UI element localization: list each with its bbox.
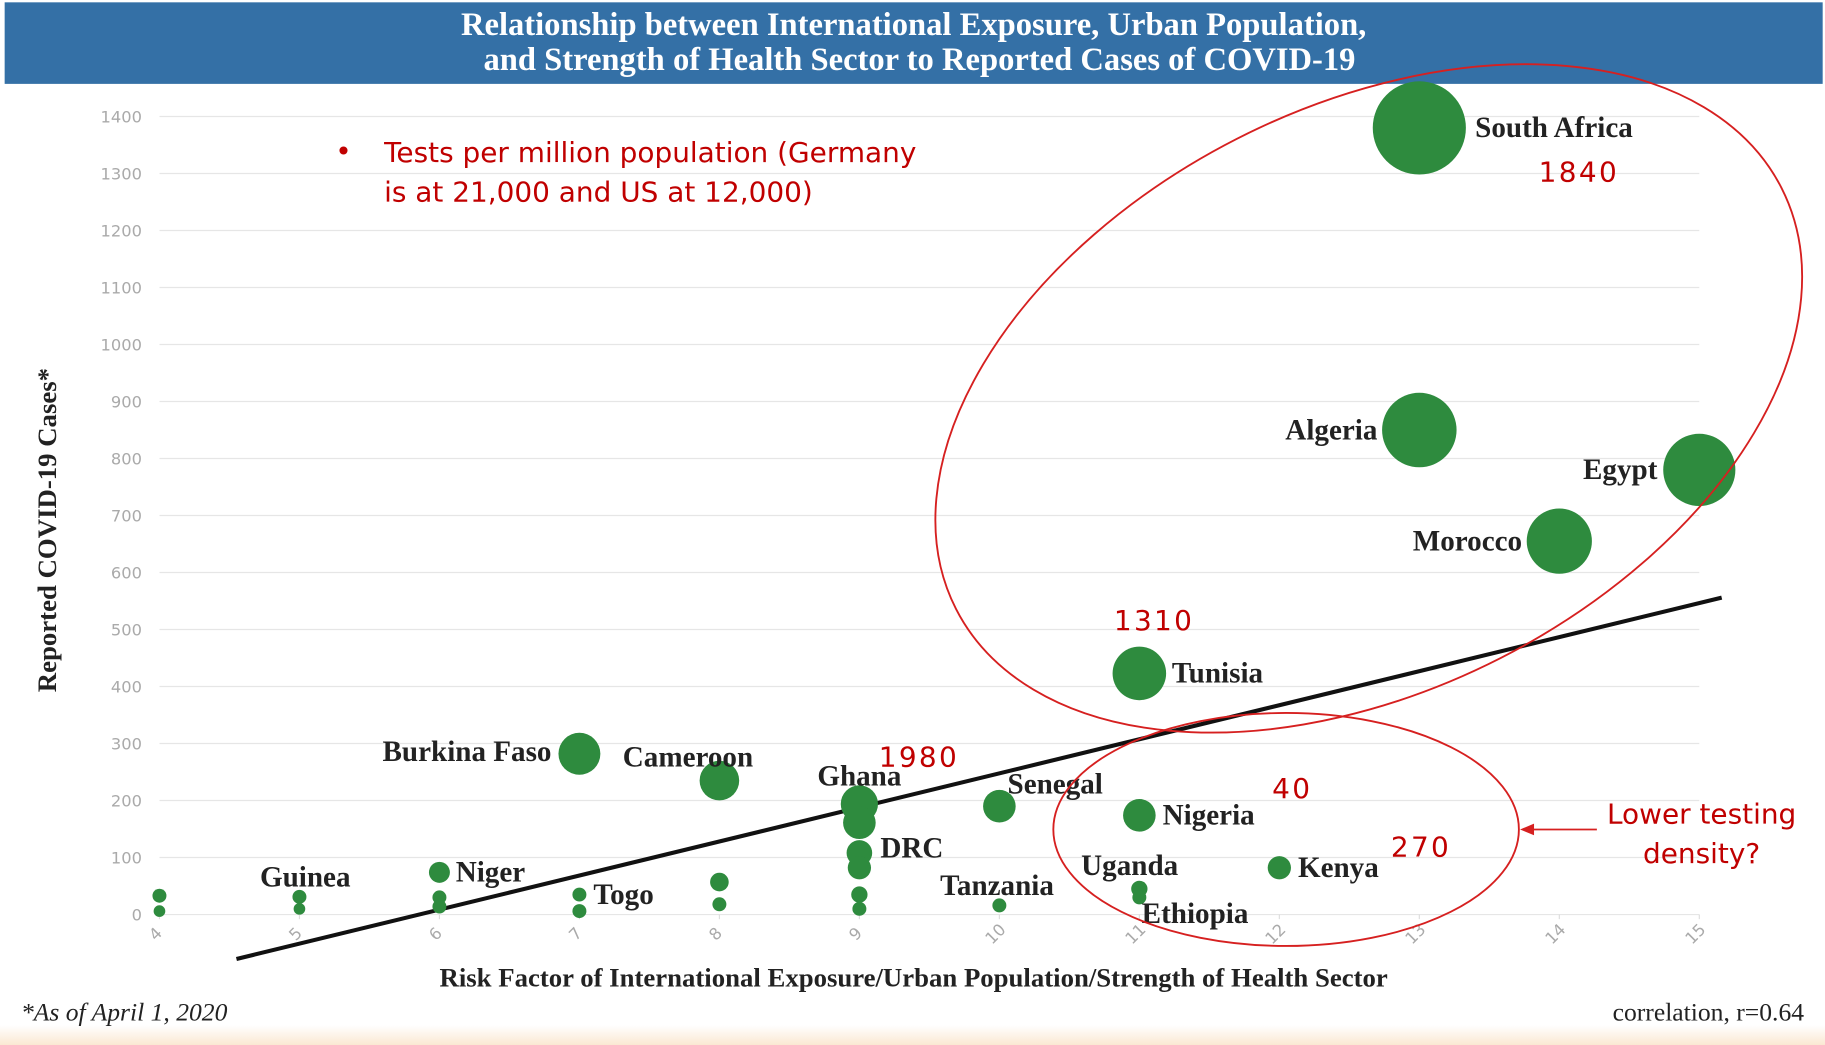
point-label: Algeria	[1285, 414, 1378, 446]
y-tick-label: 0	[132, 905, 142, 924]
annotation: is at 21,000 and US at 12,000)	[384, 176, 813, 209]
x-axis-label: Risk Factor of International Exposure/Ur…	[440, 963, 1388, 993]
point-label: Ethiopia	[1142, 898, 1249, 930]
point-label: Senegal	[1008, 768, 1103, 800]
trendline	[235, 595, 1723, 961]
y-tick-label: 1000	[101, 335, 142, 354]
point-label: Cameroon	[623, 742, 753, 774]
point-label: Uganda	[1081, 850, 1178, 882]
bubble	[851, 886, 868, 903]
y-tick-label: 1300	[101, 164, 142, 183]
bubble	[843, 806, 876, 840]
bubble	[1112, 646, 1167, 701]
point-label: DRC	[880, 833, 943, 865]
bubble	[710, 872, 729, 892]
y-tick-label: 1100	[101, 278, 142, 297]
x-tick-label: 9	[845, 924, 866, 945]
bubble	[152, 888, 167, 903]
annotation: 40	[1272, 772, 1312, 805]
x-tick-label: 10	[981, 920, 1009, 948]
bubble	[852, 901, 867, 916]
bottom-fade	[0, 1025, 1825, 1045]
bubble	[428, 861, 450, 883]
point-label: Kenya	[1298, 852, 1379, 884]
point-label: Guinea	[260, 861, 351, 893]
bubble	[992, 898, 1007, 913]
bullet: •	[335, 135, 351, 168]
annotation: density?	[1643, 837, 1760, 870]
x-tick-label: 12	[1261, 920, 1289, 948]
y-axis-label: Reported COVID-19 Cases*	[32, 368, 62, 692]
bubble	[983, 789, 1016, 823]
point-label: Togo	[593, 879, 653, 911]
point-label: Burkina Faso	[383, 736, 552, 768]
bubble	[1663, 433, 1736, 507]
annotation: Lower testing	[1607, 798, 1796, 831]
y-tick-label: 500	[111, 620, 142, 639]
bubble	[293, 902, 306, 915]
y-tick-label: 1200	[101, 221, 142, 240]
annotation: 1840	[1539, 156, 1619, 189]
y-tick-label: 400	[111, 677, 142, 696]
point-label: South Africa	[1475, 112, 1633, 144]
y-tick-label: 700	[111, 506, 142, 525]
y-tick-label: 900	[111, 392, 142, 411]
annotation: 1980	[879, 741, 959, 774]
x-tick-label: 13	[1401, 920, 1429, 948]
bubble	[1382, 392, 1457, 468]
x-tick-label: 4	[145, 924, 166, 945]
highlight-ellipse	[1052, 712, 1520, 947]
bubble	[1526, 508, 1592, 574]
x-tick-label: 15	[1681, 920, 1709, 948]
annotation: Tests per million population (Germany	[383, 136, 916, 169]
arrow-head	[1520, 823, 1535, 836]
correlation: correlation, r=0.64	[1613, 998, 1805, 1027]
y-tick-label: 200	[111, 791, 142, 810]
bubble	[1132, 890, 1147, 905]
bubble	[1123, 799, 1156, 832]
y-tick-label: 800	[111, 449, 142, 468]
bubble	[432, 899, 447, 914]
point-label: Tanzania	[940, 870, 1054, 902]
chart-title: and Strength of Health Sector to Reporte…	[483, 42, 1355, 78]
y-tick-label: 1400	[101, 107, 142, 126]
x-tick-label: 8	[705, 924, 726, 945]
y-tick-label: 300	[111, 734, 142, 753]
y-tick-label: 600	[111, 563, 142, 582]
point-label: Ghana	[817, 760, 902, 792]
chart-title: Relationship between International Expos…	[461, 7, 1366, 43]
point-label: Niger	[456, 857, 526, 889]
x-tick-label: 14	[1541, 920, 1569, 948]
bubble	[153, 905, 166, 917]
point-label: Nigeria	[1163, 800, 1256, 832]
bubble	[712, 897, 727, 912]
bubble	[572, 904, 587, 919]
footnote: *As of April 1, 2020	[21, 998, 228, 1027]
point-label: Tunisia	[1172, 658, 1264, 690]
highlight-ellipse	[934, 63, 1804, 734]
bubble	[558, 732, 601, 775]
annotation: 1310	[1114, 604, 1194, 637]
title-bar	[4, 2, 1823, 84]
bubble	[572, 887, 587, 902]
annotation: 270	[1391, 830, 1451, 863]
point-label: Egypt	[1583, 454, 1658, 486]
plot: 0 100 200 300 400 500 600 700 800 900 1000 1100 1200…	[101, 81, 1736, 961]
bubble	[1372, 81, 1466, 175]
point-label: Morocco	[1413, 525, 1522, 557]
overlay	[934, 63, 1804, 947]
x-tick-label: 7	[565, 924, 586, 945]
bubble	[847, 856, 872, 880]
bubble	[292, 889, 307, 904]
x-tick-label: 6	[425, 924, 446, 945]
y-tick-label: 100	[111, 848, 142, 867]
bubble	[1267, 856, 1291, 880]
bubble	[699, 760, 740, 801]
